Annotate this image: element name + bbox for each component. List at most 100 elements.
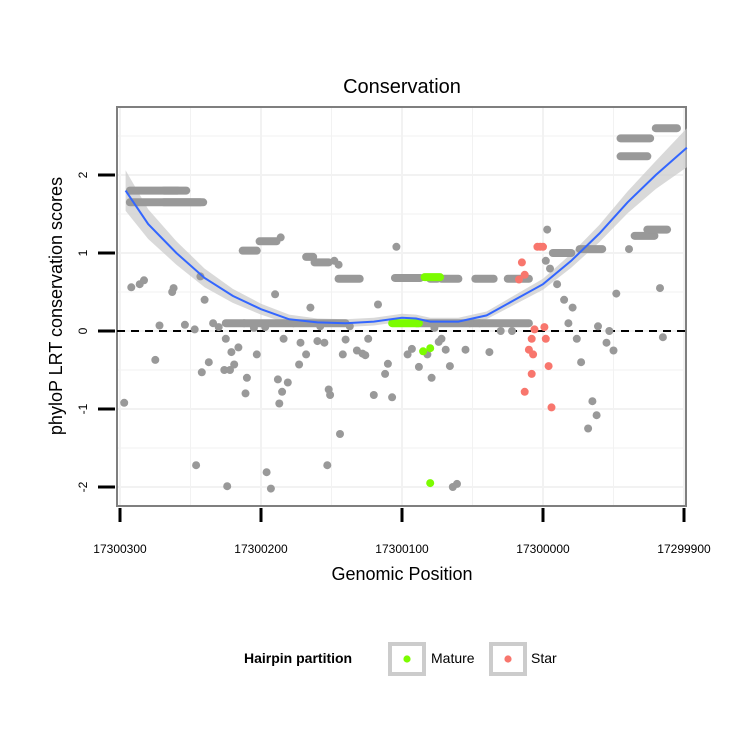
point-other xyxy=(151,355,160,364)
point-other xyxy=(180,320,189,329)
point-other xyxy=(197,368,206,377)
y-tick-label: 0 xyxy=(76,327,90,334)
point-other xyxy=(275,399,284,408)
point-other xyxy=(200,295,209,304)
point-other xyxy=(336,430,344,438)
point-star xyxy=(515,275,523,284)
y-axis: 2 1 0 -1 -2 xyxy=(76,171,115,492)
point-other xyxy=(273,375,282,384)
legend: Hairpin partition Mature Star xyxy=(244,642,557,676)
point-star xyxy=(544,362,553,371)
point-star xyxy=(530,325,539,334)
point-other xyxy=(430,323,439,332)
point-other xyxy=(414,362,423,371)
point-other xyxy=(605,327,614,335)
point-other xyxy=(261,323,270,332)
point-other xyxy=(441,345,450,354)
y-tick-label: 2 xyxy=(76,171,90,178)
point-other xyxy=(338,350,347,359)
point-other xyxy=(220,366,229,374)
point-other xyxy=(252,350,261,359)
point-other xyxy=(334,260,343,269)
point-star xyxy=(517,258,526,267)
data-marks xyxy=(120,124,681,493)
point-mature xyxy=(419,347,428,356)
point-other xyxy=(588,397,597,406)
point-other xyxy=(543,225,552,234)
confidence-band xyxy=(125,128,687,328)
point-other xyxy=(289,319,298,328)
point-other xyxy=(278,387,287,396)
point-other xyxy=(369,391,378,399)
point-other xyxy=(656,284,664,293)
point-other xyxy=(546,264,554,273)
point-other xyxy=(271,290,280,299)
point-other xyxy=(381,369,390,378)
point-star xyxy=(539,242,547,251)
point-other xyxy=(320,338,329,347)
point-other xyxy=(204,358,213,367)
legend-label-star: Star xyxy=(531,650,557,666)
point-other xyxy=(609,346,618,355)
point-other xyxy=(364,334,373,343)
x-tick-label: 17300200 xyxy=(234,542,288,556)
point-other xyxy=(392,242,401,251)
point-other xyxy=(572,334,581,343)
point-other xyxy=(192,461,201,470)
point-other xyxy=(234,343,243,352)
point-other xyxy=(345,322,354,331)
point-other xyxy=(461,345,470,354)
point-other xyxy=(221,334,230,343)
point-other xyxy=(127,283,136,292)
point-star xyxy=(540,323,549,332)
confidence-band-area xyxy=(125,128,687,328)
point-other xyxy=(602,338,611,347)
point-other xyxy=(190,325,199,334)
point-other xyxy=(223,482,232,491)
point-other xyxy=(437,334,446,343)
point-other xyxy=(241,389,250,398)
point-mature xyxy=(426,344,435,353)
point-other xyxy=(209,319,218,328)
point-star xyxy=(520,387,529,396)
point-other xyxy=(508,327,516,335)
smooth-curve xyxy=(124,146,688,325)
point-other xyxy=(226,366,234,374)
legend-dot-mature xyxy=(403,655,411,663)
point-other xyxy=(388,393,397,402)
point-other xyxy=(230,360,239,369)
point-other xyxy=(155,321,164,330)
point-other xyxy=(306,303,315,312)
point-other xyxy=(323,461,332,470)
x-tick-label: 17300100 xyxy=(375,542,429,556)
point-other xyxy=(553,280,562,289)
point-other xyxy=(361,351,370,360)
point-other xyxy=(214,323,223,332)
x-tick-label: 17299900 xyxy=(657,542,711,556)
point-other xyxy=(313,337,322,346)
point-other xyxy=(568,303,577,312)
point-other xyxy=(249,323,258,332)
point-other xyxy=(240,319,249,328)
y-axis-label: phyloP LRT conservation scores xyxy=(46,177,66,435)
point-other xyxy=(445,362,454,371)
point-other xyxy=(262,468,271,477)
point-other xyxy=(577,358,586,367)
point-other xyxy=(594,322,602,331)
point-star xyxy=(527,369,536,378)
point-other xyxy=(453,479,461,488)
chart-title: Conservation xyxy=(343,76,461,98)
point-other xyxy=(295,360,304,369)
y-tick-label: -1 xyxy=(76,403,90,414)
point-other xyxy=(564,319,573,328)
point-other xyxy=(242,373,251,382)
legend-dot-star xyxy=(504,655,512,663)
point-other xyxy=(120,398,129,407)
x-tick-label: 17300000 xyxy=(516,542,570,556)
point-other xyxy=(465,319,474,328)
point-star xyxy=(520,270,529,279)
point-other xyxy=(276,233,285,242)
point-star xyxy=(547,403,556,412)
point-other xyxy=(427,373,436,382)
point-other xyxy=(341,335,350,344)
